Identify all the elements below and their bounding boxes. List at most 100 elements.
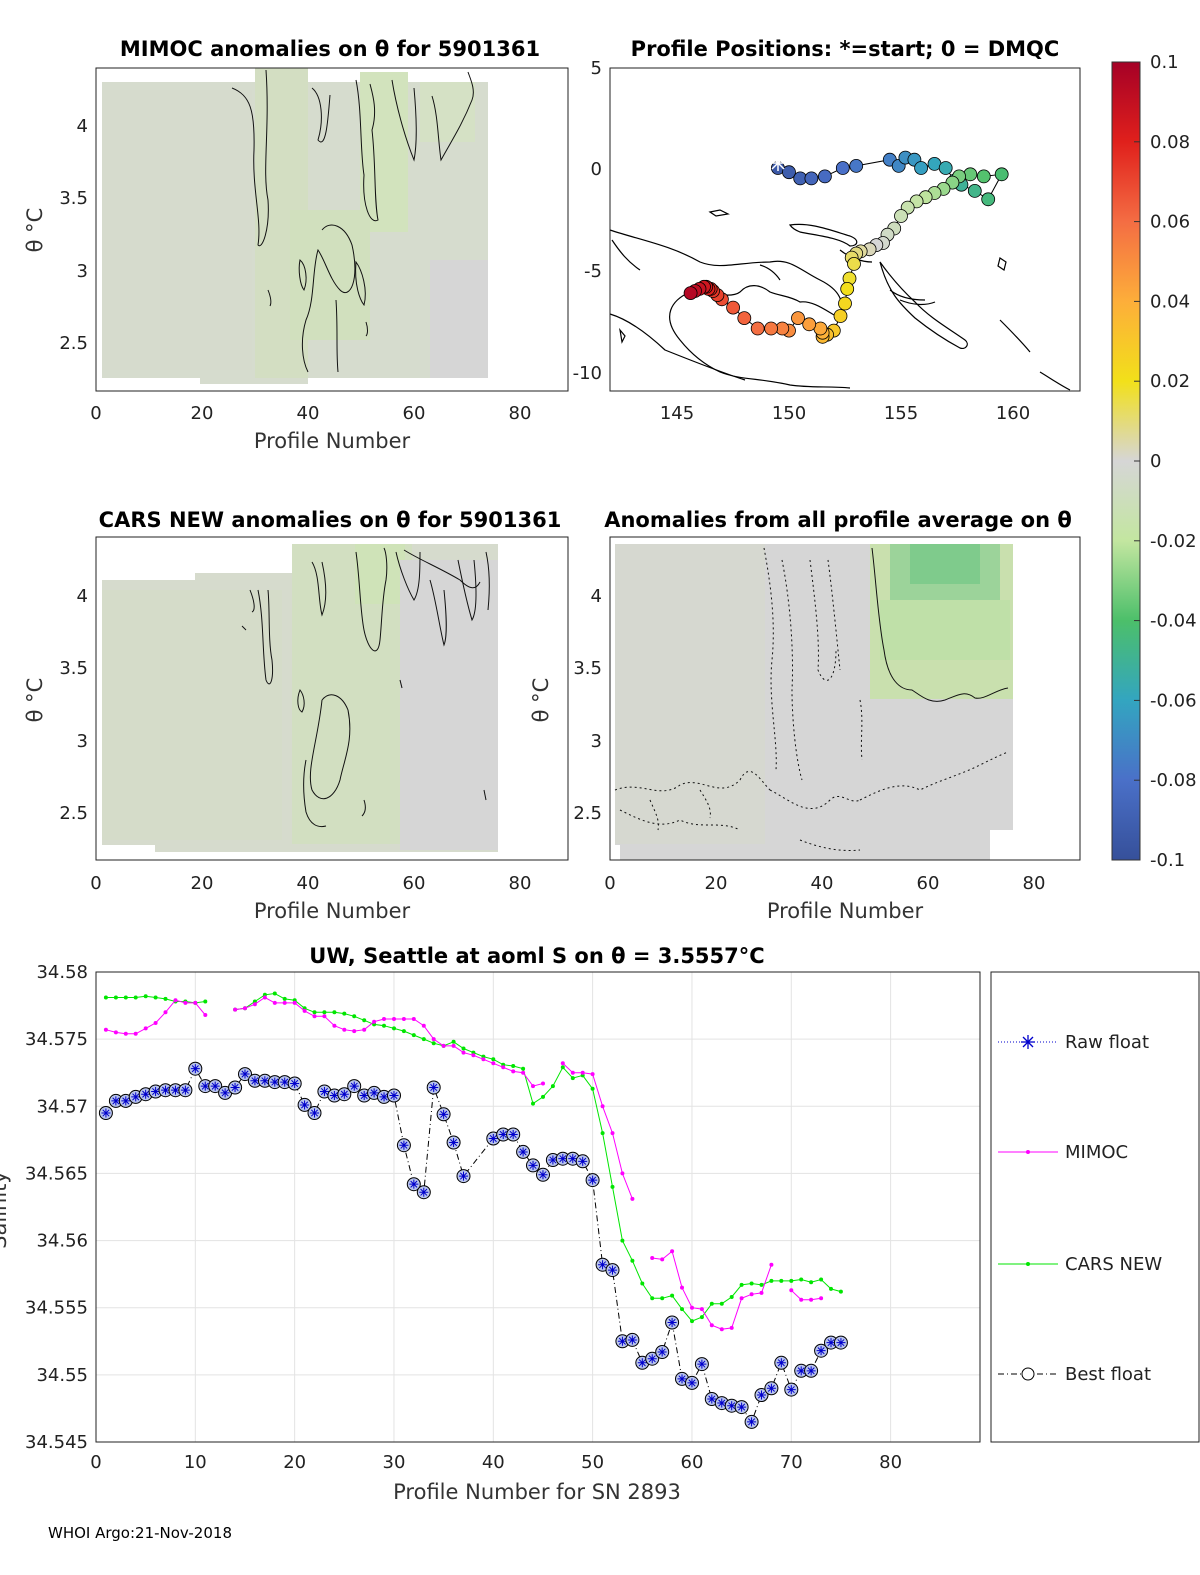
cars-ytick-2.5: 2.5 [59, 803, 88, 824]
salinity-panel-title: UW, Seattle at aoml S on θ = 3.5557°C [309, 944, 764, 968]
mimoc-contour-lines [231, 69, 474, 373]
profile-average-ytick-3.5: 3.5 [573, 658, 602, 679]
cars-x-ticks: 0 20 40 60 80 [90, 873, 531, 894]
profile-position-marker [849, 158, 864, 173]
salinity-ytick-label: 34.555 [25, 1298, 88, 1319]
mimoc-point [262, 995, 267, 1000]
profile-average-xtick-40: 40 [811, 873, 834, 894]
coastline-outlines [609, 209, 1071, 391]
salinity-ytick-label: 34.575 [25, 1029, 88, 1050]
mimoc-point [729, 1325, 734, 1330]
mimoc-ytick-2.5: 2.5 [59, 333, 88, 354]
mimoc-point [153, 1021, 158, 1025]
best-float-point [804, 1363, 819, 1378]
positions-x-ticks: 145 150 155 160 [660, 403, 1030, 424]
best-float-point [764, 1381, 779, 1396]
mimoc-point [819, 1296, 824, 1301]
mimoc-xtick-40: 40 [297, 403, 320, 424]
mimoc-x-axis-label: Profile Number [254, 429, 411, 453]
best-float-point [297, 1097, 312, 1112]
mimoc-point [362, 1027, 367, 1032]
mimoc-panel-title: MIMOC anomalies on θ for 5901361 [120, 37, 540, 61]
best-float-point [238, 1067, 252, 1082]
mimoc-point [461, 1050, 466, 1055]
salinity-x-axis-label: Profile Number for SN 2893 [393, 1480, 681, 1504]
best-float-point [168, 1083, 183, 1098]
legend-label-cars: CARS NEW [1065, 1254, 1162, 1275]
profile-position-marker [802, 317, 817, 332]
mimoc-point [580, 1070, 585, 1075]
cars-new-point [332, 1010, 337, 1015]
profile-position-marker [838, 296, 852, 311]
best-float-point [784, 1382, 799, 1397]
mimoc-point [451, 1043, 456, 1048]
salinity-x-ticks: 0 10 20 30 40 50 60 70 80 [90, 1452, 902, 1473]
cars-new-point [113, 995, 118, 1000]
salinity-ytick-label: 34.56 [36, 1231, 88, 1252]
colorbar-tick-label: -0.08 [1150, 770, 1197, 791]
mimoc-x-ticks: 0 20 40 60 80 [90, 403, 531, 424]
mimoc-point [670, 1249, 675, 1254]
best-float-point [307, 1106, 322, 1120]
cars-new-point [282, 996, 287, 1001]
profile-average-ytick-2.5: 2.5 [573, 803, 602, 824]
positions-ytick-neg5: -5 [584, 261, 602, 282]
mimoc-xtick-80: 80 [509, 403, 532, 424]
mimoc-point [491, 1061, 496, 1066]
cars-new-point [531, 1101, 535, 1106]
mimoc-point [103, 1027, 108, 1032]
legend-entry-cars: CARS NEW [998, 1254, 1162, 1275]
mimoc-point [680, 1285, 684, 1290]
cars-new-point [560, 1065, 565, 1070]
cars-new-point [640, 1281, 645, 1286]
mimoc-point [521, 1070, 526, 1075]
cars-y-ticks: 4 3.5 3 2.5 [59, 586, 88, 824]
mimoc-point [630, 1196, 635, 1201]
profile-position-marker [894, 209, 908, 223]
profile-position-marker [782, 165, 796, 180]
float-track [683, 150, 1009, 344]
best-float-point [685, 1375, 699, 1390]
profile-average-x-ticks: 0 20 40 60 80 [604, 873, 1045, 894]
mimoc-point [392, 1017, 396, 1021]
best-float-point [228, 1080, 243, 1095]
mimoc-axes-box [95, 67, 569, 392]
profile-average-y-ticks: 4 3.5 3 2.5 [573, 586, 602, 824]
best-float-point [645, 1351, 660, 1366]
colorbar-tick-label: -0.1 [1150, 850, 1185, 871]
salinity-ytick-label: 34.55 [36, 1365, 88, 1386]
cars-new-point [103, 995, 108, 1000]
mimoc-point [650, 1256, 655, 1260]
cars-new-point [749, 1281, 754, 1286]
mimoc-point [421, 1023, 426, 1028]
best-float-point [446, 1135, 461, 1150]
best-float-point [516, 1144, 531, 1159]
colorbar-tick-label: -0.04 [1150, 611, 1197, 632]
positions-xtick-145: 145 [660, 403, 694, 424]
best-float-point [496, 1127, 511, 1142]
cars-new-point [819, 1277, 824, 1282]
mimoc-point [322, 1014, 327, 1019]
legend-label-best-float: Best float [1065, 1364, 1151, 1385]
best-float-point [754, 1388, 769, 1402]
cars-new-point [153, 995, 158, 1000]
colorbar-tick-label: 0.02 [1150, 371, 1190, 392]
mimoc-point [133, 1031, 138, 1036]
cars-new-point [690, 1319, 694, 1324]
mimoc-point [809, 1297, 814, 1302]
float-profile-markers [683, 150, 1009, 344]
mimoc-point [789, 1288, 794, 1293]
best-float-point [208, 1079, 223, 1094]
cars-new-point [709, 1301, 714, 1306]
cars-new-point [630, 1258, 635, 1263]
mimoc-point [739, 1296, 744, 1301]
mimoc-point [183, 1000, 188, 1005]
mimoc-ytick-3: 3 [77, 261, 88, 282]
cars-new-point [680, 1307, 684, 1312]
mimoc-point [272, 1000, 277, 1005]
mimoc-point [292, 1000, 297, 1005]
best-float-point [655, 1345, 670, 1359]
mimoc-point [570, 1070, 575, 1075]
cars-new-point [421, 1037, 426, 1042]
cars-xtick-20: 20 [191, 873, 214, 894]
